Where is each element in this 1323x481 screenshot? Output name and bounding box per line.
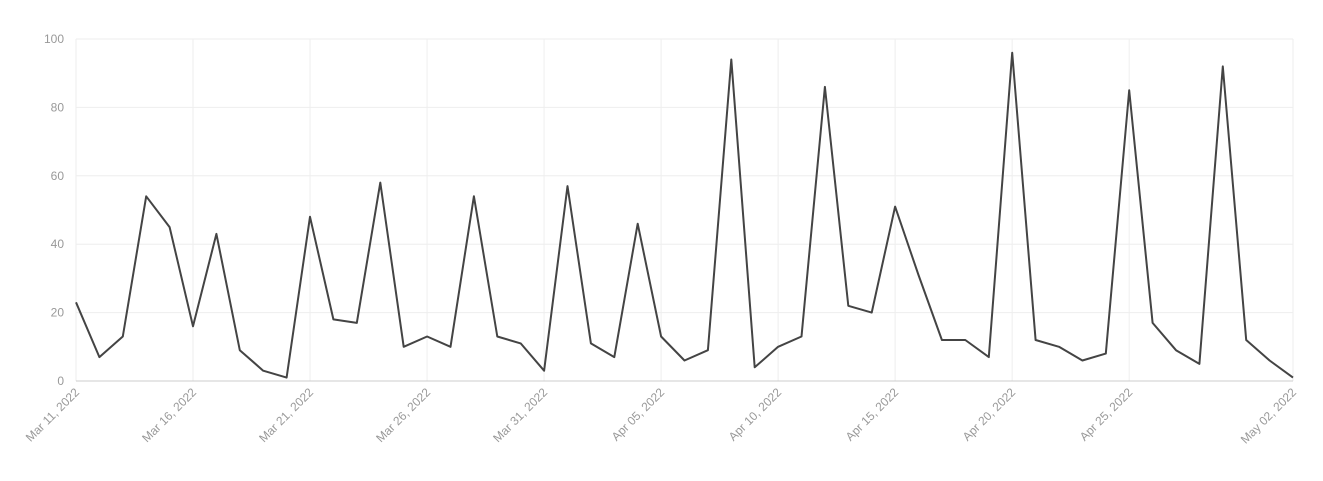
- y-tick-label: 80: [51, 100, 65, 114]
- x-tick-label: Apr 05, 2022: [609, 385, 668, 444]
- y-tick-label: 100: [44, 32, 64, 46]
- x-tick-label: Mar 16, 2022: [139, 385, 199, 445]
- data-line: [75, 51, 1294, 379]
- x-tick-label: Apr 25, 2022: [1077, 385, 1136, 444]
- x-tick-label: Mar 31, 2022: [490, 385, 550, 445]
- y-tick-label: 40: [51, 237, 65, 251]
- y-tick-label: 20: [51, 306, 65, 320]
- y-tick-label: 60: [51, 169, 65, 183]
- x-tick-label: Apr 20, 2022: [960, 385, 1019, 444]
- x-tick-label: Mar 21, 2022: [256, 385, 316, 445]
- x-tick-label: Apr 15, 2022: [843, 385, 902, 444]
- x-tick-label: Apr 10, 2022: [726, 385, 785, 444]
- x-tick-label: Mar 11, 2022: [23, 385, 83, 445]
- x-tick-label: May 02, 2022: [1238, 385, 1300, 447]
- x-tick-label: Mar 26, 2022: [373, 385, 433, 445]
- y-tick-label: 0: [57, 374, 64, 388]
